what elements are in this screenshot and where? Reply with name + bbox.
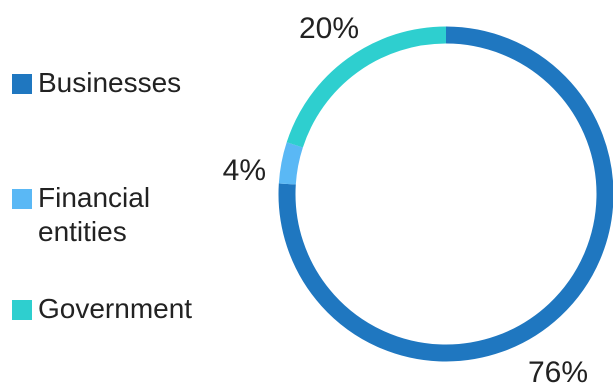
legend-swatch-businesses [12,74,32,94]
slice-businesses [278,26,613,362]
slice-government [286,26,447,148]
value-label-businesses: 76% [528,356,588,389]
legend-item-financial-entities: Financial entities [12,181,188,249]
value-label-government: 20% [299,12,359,45]
legend-label-government: Government [38,293,193,324]
donut-value-labels: 76% 4% 20% [223,12,588,389]
legend-item-businesses: Businesses [12,66,181,100]
legend-label-financial-entities: Financial entities [38,182,151,247]
value-label-financial-entities: 4% [223,154,266,187]
slice-financial-entities [278,142,303,185]
legend-swatch-government [12,300,32,320]
legend-item-government: Government [12,292,192,326]
legend-label-businesses: Businesses [38,67,182,98]
donut-slices [278,26,613,362]
legend-swatch-financial-entities [12,189,32,209]
